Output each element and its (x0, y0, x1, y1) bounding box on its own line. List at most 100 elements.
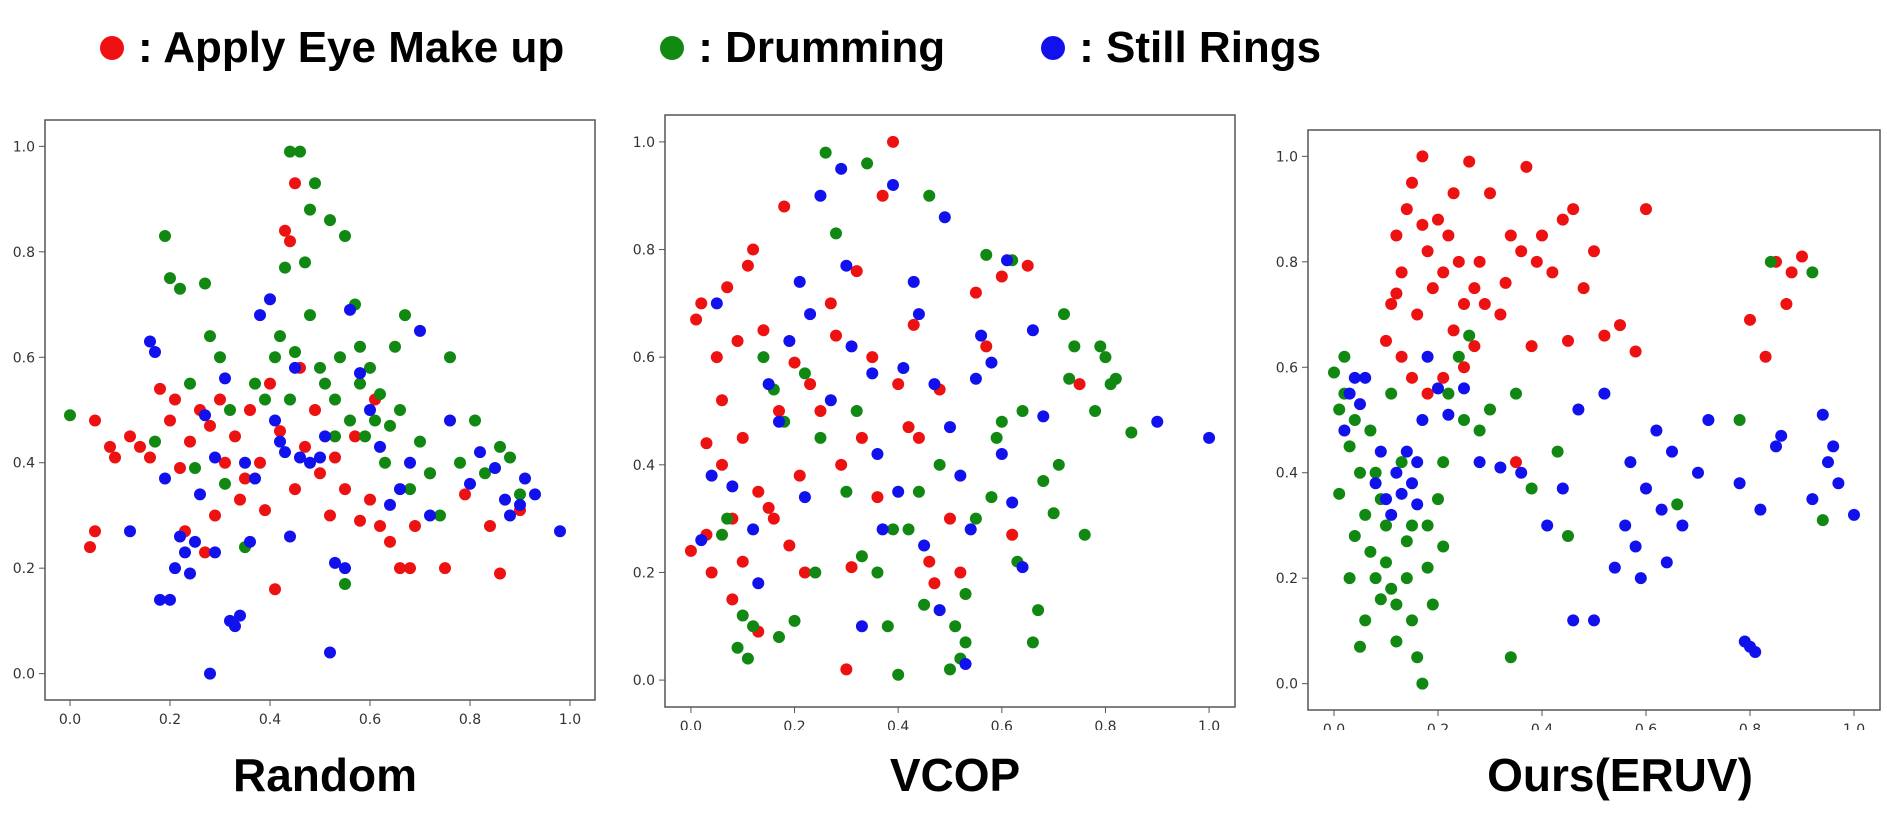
scatter-point (274, 435, 286, 448)
scatter-point (1348, 530, 1361, 542)
scatter-point (757, 351, 770, 364)
scatter-point (134, 440, 146, 453)
x-tick-label: 0.0 (1323, 722, 1345, 730)
scatter-point (1063, 372, 1076, 385)
y-tick-label: 0.6 (1276, 360, 1298, 376)
scatter-point (404, 456, 416, 469)
y-tick-label: 1.0 (13, 139, 35, 155)
scatter-point (1343, 572, 1356, 585)
scatter-point (907, 275, 920, 288)
scatter-point (762, 378, 775, 391)
scatter-point (319, 430, 331, 443)
scatter-point (1749, 646, 1762, 658)
y-tick-label: 0.0 (13, 667, 35, 683)
scatter-point (324, 214, 336, 227)
scatter-point (798, 367, 811, 380)
scatter-point (529, 488, 541, 501)
scatter-point (1806, 493, 1819, 506)
x-tick-label: 0.8 (459, 712, 481, 728)
scatter-point (484, 520, 496, 532)
scatter-point (1572, 403, 1585, 416)
scatter-point (394, 483, 406, 496)
scatter-point (1822, 456, 1834, 469)
scatter-point (499, 493, 511, 506)
scatter-point (716, 528, 728, 541)
scatter-point (902, 523, 915, 536)
scatter-point (995, 270, 1008, 283)
scatter-point (1458, 361, 1470, 374)
scatter-point (159, 230, 171, 242)
scatter-point (1588, 614, 1600, 627)
scatter-point (1390, 635, 1403, 648)
scatter-point (1369, 477, 1382, 490)
legend-label: : Drumming (698, 23, 946, 72)
scatter-point (1037, 474, 1050, 487)
scatter-point (887, 523, 899, 536)
scatter-point (244, 535, 256, 548)
y-tick-label: 0.4 (633, 458, 655, 474)
scatter-point (892, 668, 905, 681)
scatter-point (154, 593, 166, 606)
scatter-point (793, 469, 806, 482)
scatter-point (902, 421, 915, 434)
scatter-point (144, 451, 156, 464)
scatter-point (309, 404, 321, 416)
scatter-point (731, 641, 744, 654)
scatter-point (1016, 405, 1029, 417)
scatter-point (1016, 561, 1029, 574)
scatter-point (830, 329, 842, 342)
scatter-point (933, 458, 946, 471)
scatter-point (907, 318, 920, 331)
scatter-point (1463, 329, 1476, 342)
scatter-point (1640, 203, 1652, 216)
scatter-point (364, 404, 376, 416)
scatter-point (274, 330, 286, 343)
y-tick-label: 0.2 (633, 565, 655, 581)
scatter-point (169, 562, 181, 575)
scatter-point (1406, 176, 1418, 189)
scatter-point (474, 446, 486, 459)
scatter-point (1400, 445, 1413, 458)
y-tick-label: 0.4 (1276, 466, 1298, 482)
scatter-point (985, 356, 998, 369)
scatter-point (409, 520, 421, 532)
scatter-point (184, 567, 196, 580)
scatter-point (1525, 482, 1538, 495)
scatter-point (144, 335, 156, 348)
scatter-point (104, 440, 116, 453)
scatter-point (866, 351, 879, 364)
scatter-point (897, 361, 910, 374)
y-tick-label: 1.0 (1276, 149, 1298, 165)
scatter-point (695, 534, 708, 547)
scatter-point (912, 308, 925, 321)
scatter-point (394, 404, 406, 416)
legend-label: : Still Rings (1079, 23, 1322, 72)
scatter-point (1567, 614, 1580, 627)
scatter-point (1666, 445, 1678, 458)
scatter-point (284, 145, 296, 158)
scatter-point (721, 281, 734, 294)
scatter-point (149, 346, 161, 358)
scatter-point (469, 414, 481, 427)
scatter-point (204, 330, 216, 343)
y-tick-label: 0.0 (1276, 677, 1298, 693)
scatter-point (954, 469, 967, 482)
scatter-point (1629, 540, 1642, 553)
scatter-point (1598, 387, 1611, 400)
scatter-point (933, 604, 946, 617)
scatter-point (84, 541, 96, 554)
legend-marker-green (660, 36, 685, 60)
x-tick-label: 0.0 (59, 712, 81, 728)
scatter-point (299, 256, 311, 269)
scatter-point (214, 351, 226, 364)
plot-frame (1307, 129, 1881, 711)
scatter-point (1655, 503, 1668, 516)
scatter-panel-ours: 0.0 0.2 0.4 0.6 0.8 1.0 0.0 0.2 0.4 0.6 0.8 1.0 (1250, 110, 1887, 730)
scatter-point (944, 421, 956, 434)
scatter-point (1520, 160, 1533, 173)
scatter-point (334, 351, 346, 364)
scatter-point (309, 177, 321, 190)
scatter-point (1151, 415, 1164, 428)
scatter-point (1447, 324, 1460, 337)
scatter-point (124, 430, 136, 443)
